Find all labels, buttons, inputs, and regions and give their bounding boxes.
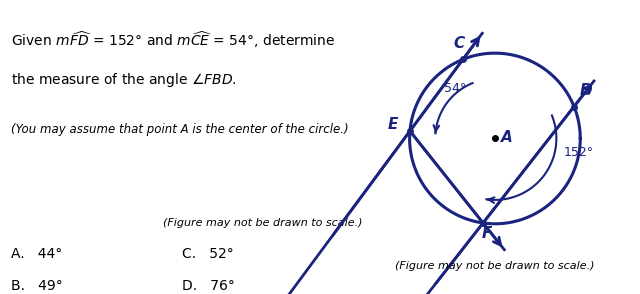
Text: Given $m\widehat{FD}$ = 152° and $m\widehat{CE}$ = 54°, determine: Given $m\widehat{FD}$ = 152° and $m\wide… — [11, 29, 335, 50]
Text: (You may assume that point A is the center of the circle.): (You may assume that point A is the cent… — [11, 123, 349, 136]
Text: C: C — [453, 36, 465, 51]
Text: D: D — [580, 83, 592, 98]
Text: (Figure may not be drawn to scale.): (Figure may not be drawn to scale.) — [163, 218, 362, 228]
Text: 54°: 54° — [444, 81, 466, 95]
Text: F: F — [482, 226, 493, 241]
Text: A.   44°: A. 44° — [11, 247, 62, 261]
Text: A: A — [501, 130, 513, 145]
Text: the measure of the angle $\angle FBD$.: the measure of the angle $\angle FBD$. — [11, 71, 237, 88]
Text: D.   76°: D. 76° — [182, 279, 236, 293]
Text: 152°: 152° — [563, 146, 593, 158]
Text: B.   49°: B. 49° — [11, 279, 63, 293]
Text: C.   52°: C. 52° — [182, 247, 234, 261]
Text: E: E — [388, 117, 398, 132]
Text: (Figure may not be drawn to scale.): (Figure may not be drawn to scale.) — [395, 261, 595, 271]
